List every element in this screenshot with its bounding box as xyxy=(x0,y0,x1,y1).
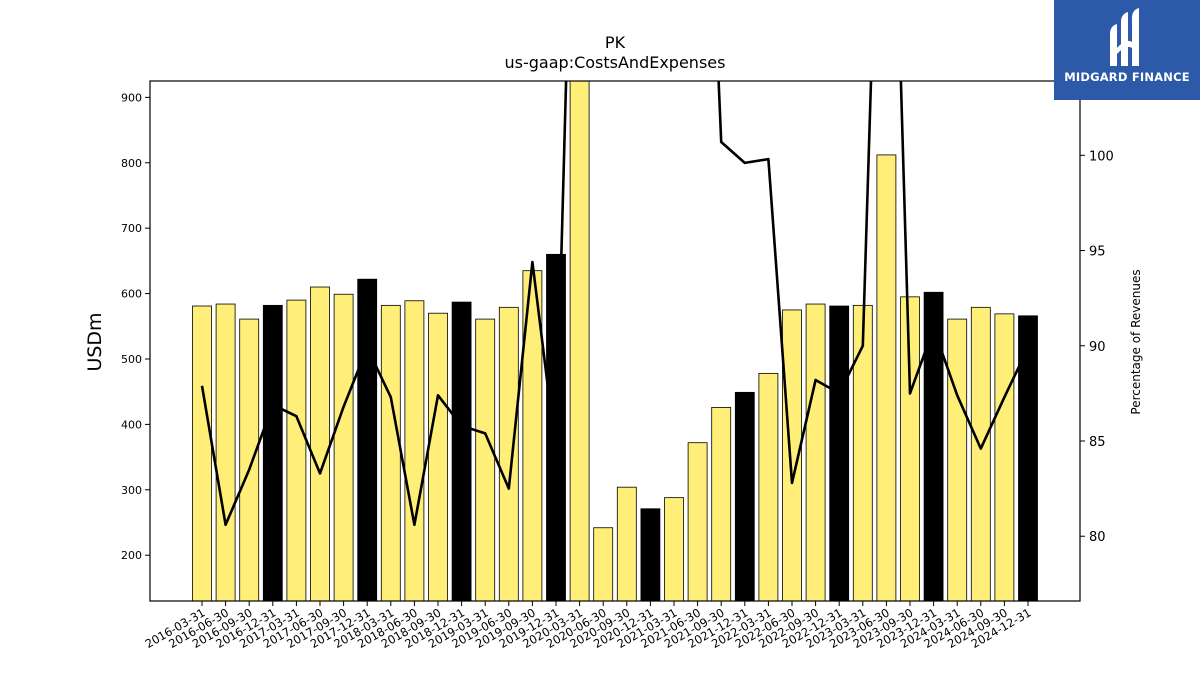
bar-2022-09-30 xyxy=(805,303,826,601)
bar-2016-06-30 xyxy=(215,303,236,601)
bar-2020-12-31 xyxy=(640,508,661,601)
bar-2018-03-31 xyxy=(380,304,401,601)
y-axis-label: USDm xyxy=(84,312,106,371)
bars-group xyxy=(192,81,1038,601)
y-tick-label: 400 xyxy=(121,418,142,431)
y2-tick-label: 90 xyxy=(1089,340,1106,355)
bar-2022-03-31 xyxy=(758,372,779,601)
bar-2020-06-30 xyxy=(593,527,614,601)
percentage-line xyxy=(200,81,1030,527)
bar-2021-06-30 xyxy=(687,442,708,601)
bar-2016-09-30 xyxy=(239,318,260,601)
chart-title: PK xyxy=(605,33,626,52)
y2-tick-label: 85 xyxy=(1089,435,1106,450)
brand-name: MIDGARD FINANCE xyxy=(1064,70,1190,84)
bar-2024-06-30 xyxy=(970,306,991,601)
bar-2018-09-30 xyxy=(428,312,448,601)
bar-2017-03-31 xyxy=(286,299,307,601)
bar-2016-12-31 xyxy=(262,304,283,601)
chart-subtitle: us-gaap:CostsAndExpenses xyxy=(505,53,726,72)
bar-2019-03-31 xyxy=(475,318,496,601)
bar-2016-03-31 xyxy=(192,305,212,601)
y2-tick-label: 80 xyxy=(1089,530,1106,545)
bar-2024-12-31 xyxy=(1018,315,1038,601)
y-tick-label: 500 xyxy=(121,353,142,366)
bar-2024-09-30 xyxy=(994,313,1015,601)
bar-2023-12-31 xyxy=(923,291,944,601)
bar-2017-06-30 xyxy=(310,286,330,601)
y2-tick-label: 100 xyxy=(1089,149,1114,164)
bar-2019-06-30 xyxy=(498,306,519,601)
bar-2021-09-30 xyxy=(711,406,732,601)
bar-2018-06-30 xyxy=(404,300,425,601)
bar-2023-06-30 xyxy=(876,154,897,601)
bar-2021-03-31 xyxy=(664,497,684,601)
logo-mark-icon xyxy=(1110,8,1139,66)
bar-2020-09-30 xyxy=(616,486,637,601)
bar-2020-03-31 xyxy=(569,81,590,601)
bar-2023-03-31 xyxy=(852,304,873,601)
bar-2022-06-30 xyxy=(782,309,802,601)
y2-tick-label: 95 xyxy=(1089,245,1106,260)
y-tick-label: 700 xyxy=(121,222,142,235)
y-tick-label: 900 xyxy=(121,91,142,104)
line-group xyxy=(200,81,1030,527)
y-tick-label: 600 xyxy=(121,288,142,301)
bar-2024-03-31 xyxy=(947,318,968,601)
y2-axis-label: Percentage of Revenues xyxy=(1129,269,1143,414)
bar-2017-09-30 xyxy=(333,293,354,601)
y-tick-label: 800 xyxy=(121,157,142,170)
y-tick-label: 300 xyxy=(121,484,142,497)
bar-2021-12-31 xyxy=(734,391,755,601)
bar-2018-12-31 xyxy=(451,301,472,601)
brand-logo: MIDGARD FINANCE xyxy=(1054,0,1200,100)
y-tick-label: 200 xyxy=(121,549,142,562)
bar-2023-09-30 xyxy=(900,296,920,601)
plot-frame xyxy=(149,80,1081,602)
bar-2017-12-31 xyxy=(357,278,378,601)
bar-2022-12-31 xyxy=(829,305,850,601)
axes-group: 200300400500600700800900808590951002016-… xyxy=(121,80,1114,651)
